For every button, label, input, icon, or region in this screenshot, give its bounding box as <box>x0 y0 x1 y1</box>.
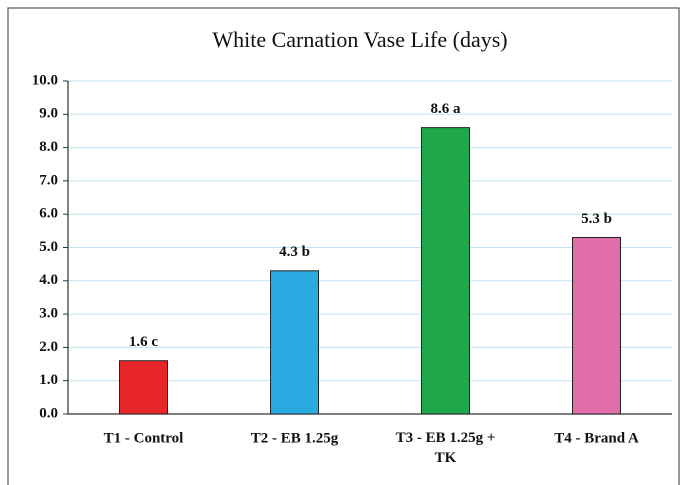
y-tick-label: 10.0 <box>32 72 58 88</box>
y-tick-label: 9.0 <box>39 106 58 122</box>
data-label: 4.3 b <box>279 244 310 260</box>
y-tick-label: 8.0 <box>39 139 58 155</box>
data-label: 1.6 c <box>129 334 159 350</box>
y-tick-label: 7.0 <box>39 172 58 188</box>
bar <box>270 270 319 415</box>
x-tick-label: T2 - EB 1.25g <box>251 430 339 446</box>
data-label: 5.3 b <box>581 211 612 227</box>
x-tick-label: T3 - EB 1.25g + TK <box>396 430 496 466</box>
y-tick-label: 5.0 <box>39 239 58 255</box>
y-tick-label: 3.0 <box>39 306 58 322</box>
chart-title: White Carnation Vase Life (days) <box>212 27 507 52</box>
bar <box>119 360 168 415</box>
bar <box>572 237 621 415</box>
data-label: 8.6 a <box>431 101 462 117</box>
x-tick-label: T1 - Control <box>104 430 184 446</box>
y-tick-label: 0.0 <box>39 405 58 421</box>
y-tick-label: 4.0 <box>39 272 58 288</box>
y-tick-label: 2.0 <box>39 339 58 355</box>
y-tick-label: 6.0 <box>39 206 58 222</box>
bar <box>421 127 470 415</box>
y-tick-label: 1.0 <box>39 372 58 388</box>
x-tick-label: T4 - Brand A <box>554 430 639 446</box>
